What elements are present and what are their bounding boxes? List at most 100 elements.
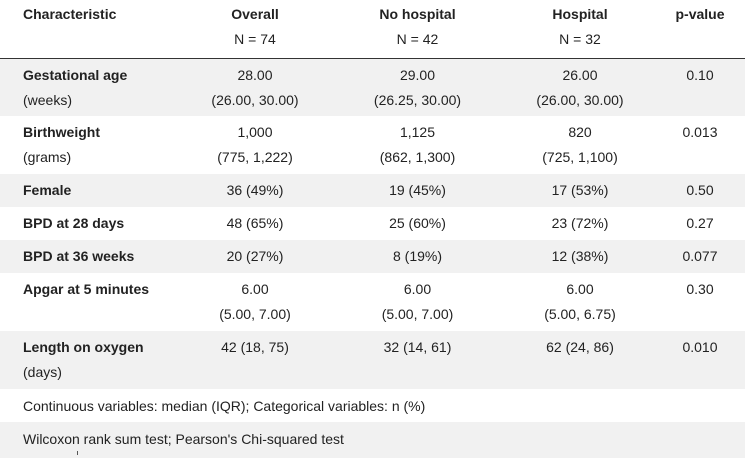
characteristic-unit: (weeks) — [23, 91, 73, 108]
characteristic-name: Birthweight — [23, 124, 100, 140]
cell-overall: 6.00 (5.00, 7.00) — [180, 273, 330, 331]
cell-range: (26.00, 30.00) — [536, 91, 624, 108]
cell-value: 36 (49%) — [226, 182, 284, 198]
cell-value: 20 (27%) — [226, 248, 284, 264]
table-row: Female 36 (49%) 19 (45%) 17 (53%) 0.50 — [0, 174, 745, 207]
cell-overall: 42 (18, 75) — [180, 331, 330, 389]
characteristic-name: Female — [23, 182, 72, 198]
header-row: Characteristic Overall N = 74 No hospita… — [0, 0, 745, 59]
characteristic-name: Apgar at 5 minutes — [23, 281, 150, 297]
cell-hospital: 26.00 (26.00, 30.00) — [505, 58, 655, 116]
cell-no-hospital: 8 (19%) — [330, 240, 505, 273]
cell-overall: 28.00 (26.00, 30.00) — [180, 58, 330, 116]
cell-p-value: 0.50 — [655, 174, 745, 207]
cell-hospital: 6.00 (5.00, 6.75) — [505, 273, 655, 331]
characteristic-name: Gestational age — [23, 66, 128, 83]
p-value: 0.30 — [686, 281, 714, 297]
table-footnotes: Continuous variables: median (IQR); Cate… — [0, 389, 745, 458]
cell-value: 25 (60%) — [389, 215, 446, 231]
cell-range: (26.25, 30.00) — [373, 91, 462, 108]
cell-p-value: 0.27 — [655, 207, 745, 240]
table-row: Apgar at 5 minutes 6.00 (5.00, 7.00) 6.0… — [0, 273, 745, 331]
characteristic-name: Length on oxygen — [23, 339, 144, 355]
row-label: BPD at 36 weeks — [0, 240, 180, 273]
characteristic-name: BPD at 28 days — [23, 215, 125, 231]
header-label: Overall — [231, 6, 279, 22]
cell-p-value: 0.077 — [655, 240, 745, 273]
cell-overall: 1,000 (775, 1,222) — [180, 116, 330, 174]
cell-range: (725, 1,100) — [542, 149, 618, 165]
cell-value: 19 (45%) — [389, 182, 446, 198]
table-row: BPD at 36 weeks 20 (27%) 8 (19%) 12 (38%… — [0, 240, 745, 273]
cell-value: 23 (72%) — [551, 215, 609, 231]
cell-range: (862, 1,300) — [379, 149, 456, 165]
p-value: 0.50 — [686, 182, 714, 198]
header-count: N = 42 — [396, 31, 439, 47]
cell-range: (5.00, 6.75) — [544, 306, 616, 322]
p-value: 0.27 — [686, 215, 714, 231]
footnote-summary-stats: Continuous variables: median (IQR); Cate… — [0, 389, 745, 422]
cell-no-hospital: 25 (60%) — [330, 207, 505, 240]
cell-range: (5.00, 7.00) — [381, 306, 454, 322]
header-label: No hospital — [379, 6, 456, 22]
header-no-hospital: No hospital N = 42 — [330, 0, 505, 59]
cell-p-value: 0.010 — [655, 331, 745, 389]
header-overall: Overall N = 74 — [180, 0, 330, 59]
cell-value: 820 — [568, 124, 592, 140]
text-cursor-mark — [77, 451, 78, 455]
cell-value: 42 (18, 75) — [221, 339, 289, 355]
cell-value: 6.00 — [241, 281, 269, 297]
cell-p-value: 0.013 — [655, 116, 745, 174]
header-count: N = 32 — [559, 31, 601, 47]
p-value: 0.013 — [682, 124, 718, 140]
cell-hospital: 12 (38%) — [505, 240, 655, 273]
cell-value: 28.00 — [237, 66, 273, 83]
cell-range: (26.00, 30.00) — [211, 91, 299, 108]
p-value: 0.077 — [682, 248, 718, 264]
cell-no-hospital: 6.00 (5.00, 7.00) — [330, 273, 505, 331]
header-label: Hospital — [552, 6, 608, 22]
cell-value: 29.00 — [399, 66, 436, 83]
cell-value: 17 (53%) — [551, 182, 609, 198]
cell-value: 32 (14, 61) — [383, 339, 452, 355]
characteristic-unit: (days) — [23, 364, 62, 380]
cell-p-value: 0.30 — [655, 273, 745, 331]
p-value: 0.010 — [682, 339, 718, 355]
table-header: Characteristic Overall N = 74 No hospita… — [0, 0, 745, 59]
header-label: p-value — [675, 6, 725, 22]
cell-hospital: 62 (24, 86) — [505, 331, 655, 389]
cell-value: 8 (19%) — [392, 248, 443, 264]
cell-hospital: 820 (725, 1,100) — [505, 116, 655, 174]
header-hospital: Hospital N = 32 — [505, 0, 655, 59]
cell-p-value: 0.10 — [655, 58, 745, 116]
cell-value: 6.00 — [403, 281, 432, 297]
cell-range: (775, 1,222) — [217, 149, 293, 165]
header-label: Characteristic — [23, 6, 117, 22]
cell-hospital: 23 (72%) — [505, 207, 655, 240]
footnote-tests: Wilcoxon rank sum test; Pearson's Chi-sq… — [0, 422, 745, 458]
cell-value: 48 (65%) — [226, 215, 284, 231]
table-row: BPD at 28 days 48 (65%) 25 (60%) 23 (72%… — [0, 207, 745, 240]
cell-no-hospital: 1,125 (862, 1,300) — [330, 116, 505, 174]
cell-value: 62 (24, 86) — [546, 339, 614, 355]
footnote-row: Wilcoxon rank sum test; Pearson's Chi-sq… — [0, 422, 745, 458]
cell-range: (5.00, 7.00) — [219, 306, 291, 322]
cell-overall: 20 (27%) — [180, 240, 330, 273]
header-count: N = 74 — [234, 31, 276, 47]
row-label: Female — [0, 174, 180, 207]
header-characteristic: Characteristic — [0, 0, 180, 59]
footnote-text: Continuous variables: median (IQR); Cate… — [23, 398, 426, 414]
cell-value: 1,125 — [399, 124, 436, 140]
cell-overall: 48 (65%) — [180, 207, 330, 240]
table-row: Gestational age (weeks) 28.00 (26.00, 30… — [0, 58, 745, 116]
footnote-row: Continuous variables: median (IQR); Cate… — [0, 389, 745, 422]
cell-value: 12 (38%) — [551, 248, 609, 264]
cell-hospital: 17 (53%) — [505, 174, 655, 207]
row-label: Birthweight (grams) — [0, 116, 180, 174]
p-value: 0.10 — [686, 66, 714, 83]
row-label: Gestational age (weeks) — [0, 58, 180, 116]
row-label: Apgar at 5 minutes — [0, 273, 180, 331]
row-label: BPD at 28 days — [0, 207, 180, 240]
cell-value: 26.00 — [562, 66, 598, 83]
